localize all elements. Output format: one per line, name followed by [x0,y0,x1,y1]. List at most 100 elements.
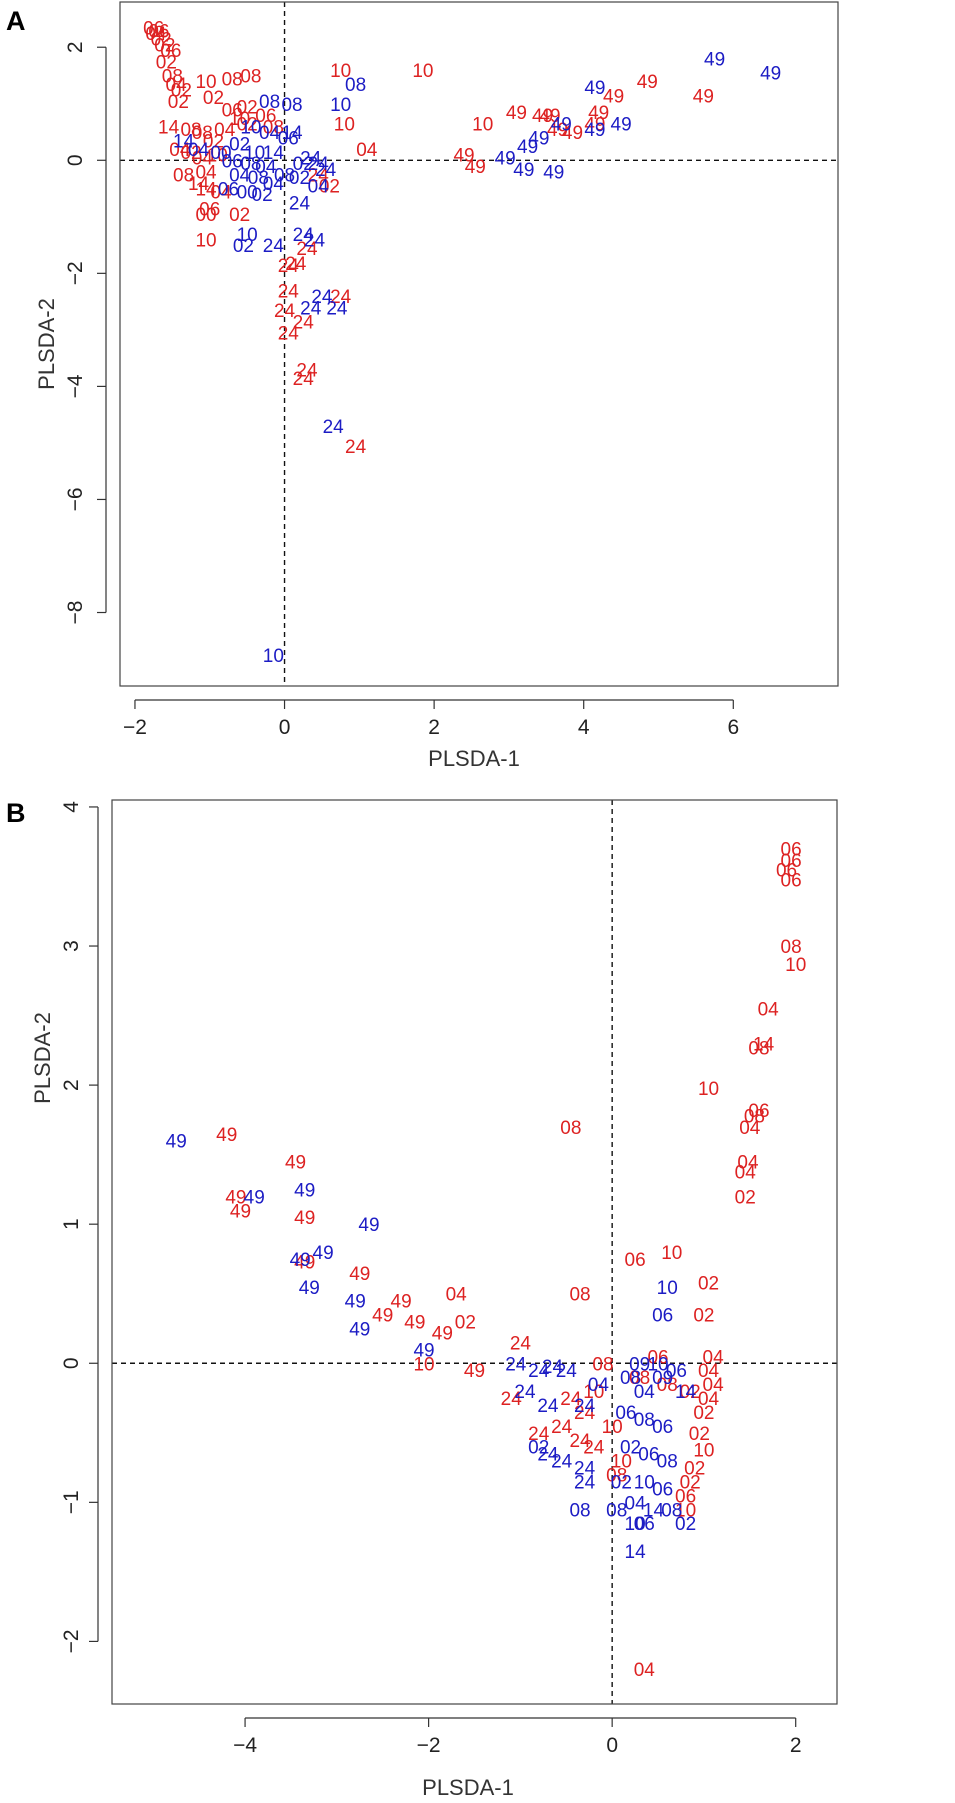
panel-a-point-red-49: 49 [637,72,658,93]
panel-a-point-red-49: 49 [465,157,486,178]
panel-a-point-red-24: 24 [278,281,300,302]
panel-a-point-red-04: 04 [169,140,191,161]
panel-b-point-red-49: 49 [294,1253,315,1274]
panel-b-point-red-08: 08 [748,1039,769,1060]
panel-b-point-red-49: 49 [285,1153,306,1174]
panel-a-point-blue-24: 24 [263,236,285,257]
panel-b-point-red-06: 06 [781,840,802,861]
panel-b-point-red-24: 24 [583,1438,605,1459]
panel-a-point-red-02: 02 [237,98,258,119]
panel-a-point-blue-24: 24 [289,194,311,215]
panel-a-point-red-04: 04 [210,182,232,203]
panel-b-y-axis: 4 3 2 1 0 −1 −2 [60,801,99,1653]
panel-b-point-red-24: 24 [510,1333,532,1354]
panel-a-point-red-02: 02 [151,30,172,51]
panel-b-point-blue-08: 08 [661,1500,682,1521]
panel-a-point-blue-24: 24 [326,298,348,319]
panel-a-x-tick-label: 2 [428,716,440,739]
panel-a-y-tick-label: 2 [64,41,87,53]
panel-a-point-red-08: 08 [222,69,243,90]
panel-a-point-red-49: 49 [584,115,605,136]
panel-b-point-blue-24: 24 [542,1357,564,1378]
panel-b-point-blue-08: 08 [569,1500,590,1521]
panel-b-point-red-49: 49 [432,1324,453,1345]
panel-a-x-axis-title: PLSDA-1 [428,746,520,771]
panel-b-point-red-08: 08 [657,1375,678,1396]
panel-a-point-blue-24: 24 [311,287,333,308]
panel-b-point-blue-10: 10 [625,1514,646,1535]
panel-b-point-red-06: 06 [748,1101,769,1122]
panel-a-point-red-04: 04 [192,148,214,169]
panel-a-point-red-06: 06 [222,100,243,121]
panel-b-x-tick-label: −4 [233,1734,257,1757]
panel-b-point-red-49: 49 [391,1292,412,1313]
panel-b-point-blue-49: 49 [299,1278,320,1299]
panel-a-point-blue-24: 24 [304,230,326,251]
panel-b-point-red-24: 24 [569,1431,591,1452]
panel-a-point-blue-10: 10 [237,225,258,246]
panel-b-y-tick-label: 4 [60,801,83,813]
panel-b-point-red-06: 06 [625,1250,646,1271]
panel-a-point-blue-10: 10 [240,117,261,138]
panel-b-point-blue-06: 06 [652,1306,673,1327]
panel-a-point-red-04: 04 [356,140,378,161]
panel-b-point-red-24: 24 [574,1403,596,1424]
panel-a-point-blue-06: 06 [278,129,299,150]
panel-a-point-blue-10: 10 [263,646,284,667]
panel-b-y-tick-label: 2 [60,1079,83,1091]
panel-b-point-blue-49: 49 [166,1132,187,1153]
panel-a-point-blue-49: 49 [513,160,534,181]
panel-b-point-blue-10: 10 [647,1354,668,1375]
panel-b-point-red-08: 08 [606,1466,627,1487]
panel-a-point-blue-00: 00 [237,182,258,203]
panel-a-point-red-24: 24 [296,360,318,381]
panel-b-point-red-02: 02 [735,1187,756,1208]
panel-b-point-blue-06: 06 [666,1361,687,1382]
panel-a-point-red-24: 24 [278,324,300,345]
panel-a-point-red-02: 02 [180,143,201,164]
panel-b-point-red-02: 02 [698,1274,719,1295]
panel-b-point-blue-04: 04 [634,1382,656,1403]
panel-a-point-blue-49: 49 [704,50,725,71]
panel-a-point-blue-49: 49 [611,115,632,136]
panel-a-point-blue-08: 08 [248,168,269,189]
panel-a-point-blue-49: 49 [760,64,781,85]
panel-a-point-red-10: 10 [195,230,216,251]
panel-a-point-red-24: 24 [330,287,352,308]
panel-a-point-blue-04: 04 [255,157,277,178]
panel-b-point-red-02: 02 [693,1403,714,1424]
panel-a-point-red-49: 49 [453,146,474,167]
panel-a-point-red-10: 10 [207,146,228,167]
panel-b-point-blue-24: 24 [505,1354,527,1375]
panel-a-point-red-04: 04 [166,75,188,96]
panel-a-point-red-08: 08 [240,66,261,87]
panel-b-point-red-06: 06 [647,1347,668,1368]
panel-a-point-red-24: 24 [345,437,367,458]
panel-a-x-axis: −2 0 2 4 6 [123,699,739,739]
panel-a-point-red-49: 49 [693,86,714,107]
panel-b-point-blue-49: 49 [294,1180,315,1201]
panel-b-point-red-49: 49 [216,1125,237,1146]
panel-b-point-blue-02: 02 [528,1438,549,1459]
panel-a-point-red-49: 49 [562,123,583,144]
panel-b-point-red-10: 10 [693,1440,714,1461]
panel-b-point-blue-02: 02 [675,1514,696,1535]
panel-b-point-blue-04: 04 [588,1375,610,1396]
panel-b-y-tick-label: 3 [60,940,83,952]
panel-b-x-tick-label: 0 [606,1734,618,1757]
panel-b-point-blue-49: 49 [358,1215,379,1236]
panel-a-y-tick-label: −8 [64,601,87,625]
panel-a-point-red-10: 10 [334,115,355,136]
panel-b-y-tick-label: 0 [60,1357,83,1369]
panel-a-point-red-08: 08 [173,165,194,186]
panel-a-point-blue-04: 04 [259,123,281,144]
panel-a-point-blue-24: 24 [323,417,345,438]
panel-a-point-blue-06: 06 [218,180,239,201]
panel-a-point-blue-04: 04 [188,140,210,161]
panel-a-point-red-08: 08 [192,123,213,144]
panel-a-point-red-24: 24 [278,256,300,277]
panel-b-point-red-04: 04 [737,1153,759,1174]
panel-b-point-red-04: 04 [739,1118,761,1139]
panel-a-x-tick-label: 6 [727,716,739,739]
